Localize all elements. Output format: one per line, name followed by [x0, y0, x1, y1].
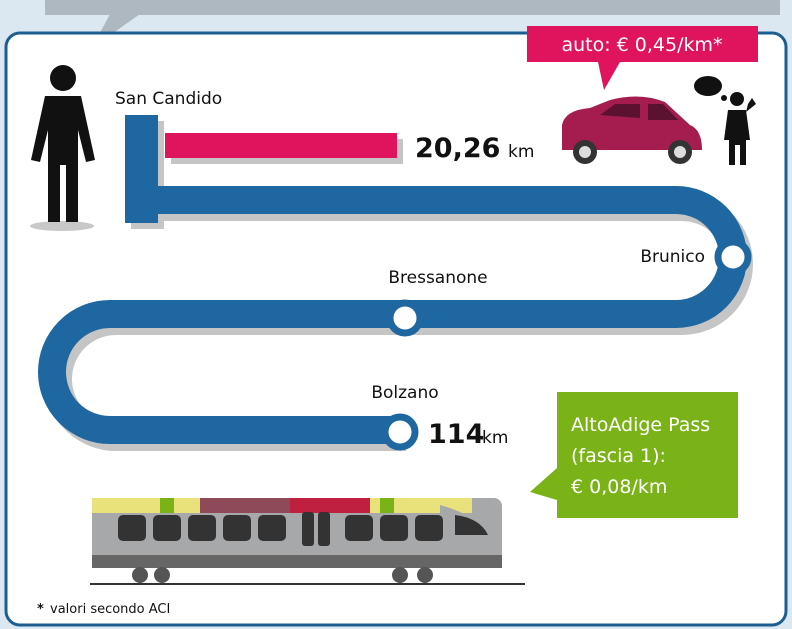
train-unit: km	[482, 428, 508, 448]
start-label: San Candido	[115, 89, 222, 109]
pass-line: AltoAdige Pass	[571, 414, 710, 436]
car-distance: 20,26	[415, 133, 500, 164]
page: {"car": {"cost": "auto: € 0,45/km*"}, "r…	[0, 0, 792, 629]
stop-label: Brunico	[640, 247, 705, 267]
pass-line: € 0,08/km	[571, 476, 667, 498]
car-bar	[165, 133, 397, 158]
car-cost: auto: € 0,45/km*	[561, 34, 722, 56]
stop-label: Bolzano	[371, 383, 438, 403]
car-unit: km	[508, 142, 534, 162]
footnote-mark: *	[37, 602, 44, 617]
infographic: San Candido 20,26 km Brunico Bressanone …	[0, 0, 792, 629]
stop-label: Bressanone	[388, 268, 487, 288]
top-bubble	[45, 0, 780, 15]
footnote: valori secondo ACI	[50, 602, 170, 617]
start-block	[125, 115, 158, 223]
pass-line: (fascia 1):	[571, 445, 666, 467]
train-distance: 114	[428, 419, 484, 450]
